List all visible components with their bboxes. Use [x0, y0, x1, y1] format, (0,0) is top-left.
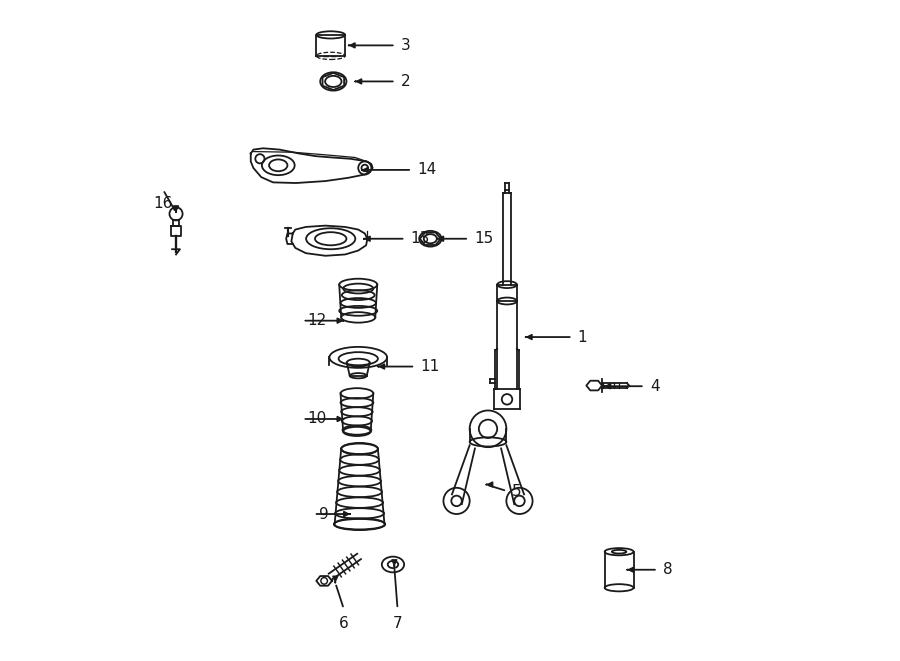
Text: 12: 12: [308, 313, 327, 328]
Text: 8: 8: [663, 563, 672, 577]
Text: 15: 15: [474, 231, 493, 247]
Text: 3: 3: [400, 38, 410, 53]
Text: 4: 4: [650, 379, 660, 394]
Text: 14: 14: [418, 163, 436, 177]
Text: 11: 11: [420, 359, 440, 374]
Text: 2: 2: [400, 74, 410, 89]
Text: 9: 9: [319, 506, 328, 522]
Text: 16: 16: [153, 196, 173, 211]
Text: 13: 13: [410, 231, 430, 247]
Text: 6: 6: [339, 615, 348, 631]
Text: 1: 1: [578, 330, 588, 344]
Text: 7: 7: [392, 615, 402, 631]
Text: 5: 5: [512, 484, 522, 498]
Text: 10: 10: [308, 412, 327, 426]
